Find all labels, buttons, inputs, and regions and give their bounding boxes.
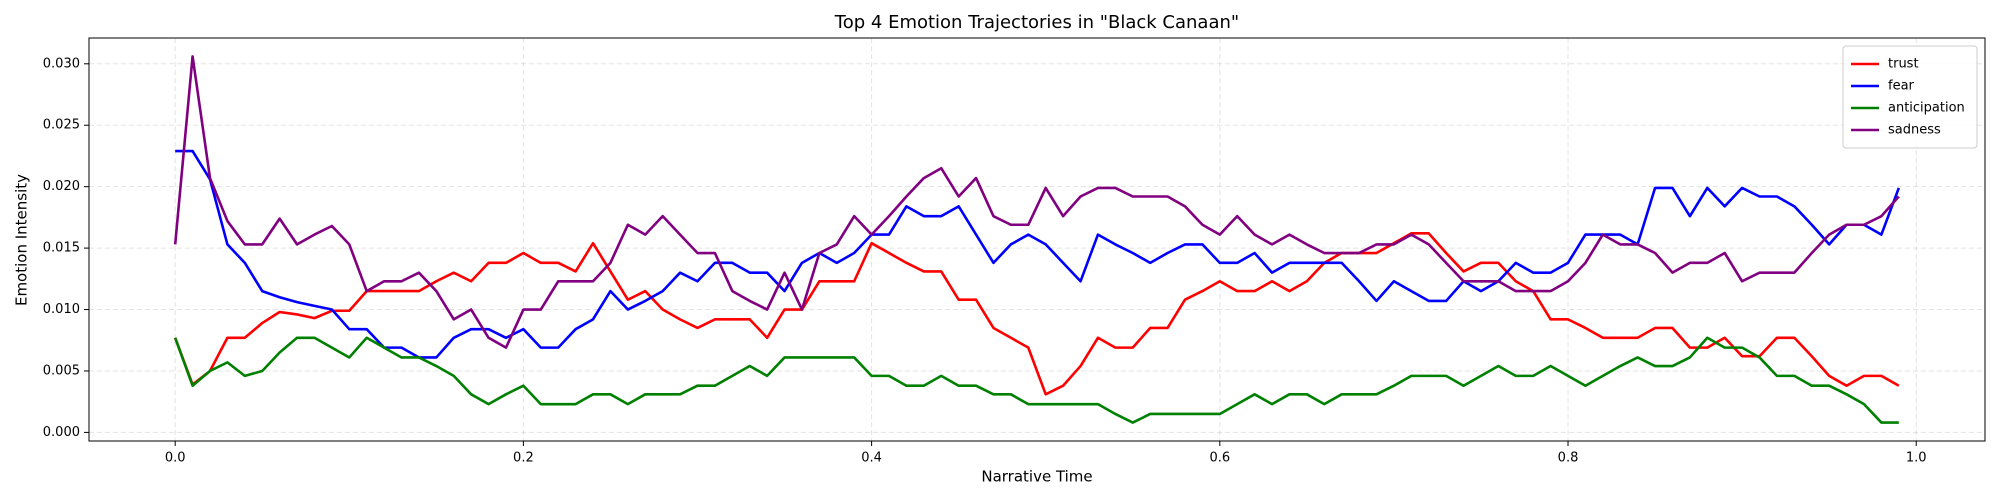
legend-label: trust [1888, 57, 1919, 72]
x-axis-label: Narrative Time [981, 468, 1092, 486]
series-line [175, 149, 1901, 359]
y-tick-label: 0.000 [43, 425, 80, 440]
chart-title: Top 4 Emotion Trajectories in "Black Can… [834, 12, 1239, 33]
x-tick-label: 0.6 [1209, 451, 1230, 466]
legend-box [1842, 45, 1978, 149]
x-tick-label: 0.2 [513, 451, 534, 466]
y-tick-label: 0.020 [43, 179, 80, 194]
x-tick-label: 0.4 [861, 451, 882, 466]
y-tick-label: 0.010 [43, 302, 80, 317]
x-tick-label: 0.8 [1558, 451, 1579, 466]
series-line [173, 336, 1899, 424]
plot-frame [88, 37, 1986, 442]
series-line [173, 232, 1900, 396]
y-tick-label: 0.030 [43, 56, 80, 71]
series-line [173, 55, 1900, 349]
legend-label: fear [1888, 79, 1915, 94]
x-tick-label: 1.0 [1906, 451, 1927, 466]
x-tick-label: 0.0 [165, 451, 186, 466]
legend-label: anticipation [1888, 101, 1965, 116]
legend: trust fear anticipation sadness [1842, 45, 1978, 149]
y-tick-label: 0.015 [43, 241, 80, 256]
y-tick-label: 0.025 [43, 118, 80, 133]
y-tick-label: 0.005 [43, 363, 80, 378]
y-axis-label: Emotion Intensity [13, 174, 31, 306]
legend-label: sadness [1888, 123, 1941, 138]
